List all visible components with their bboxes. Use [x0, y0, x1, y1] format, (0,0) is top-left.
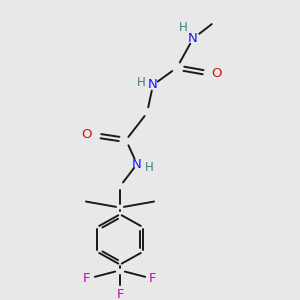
Text: H: H — [178, 22, 188, 34]
Text: F: F — [149, 272, 157, 285]
Text: O: O — [212, 67, 222, 80]
Text: F: F — [116, 288, 124, 300]
Text: H: H — [136, 76, 146, 88]
Text: N: N — [188, 32, 198, 45]
Text: N: N — [132, 158, 142, 171]
Text: O: O — [82, 128, 92, 141]
Text: H: H — [145, 160, 153, 173]
Text: N: N — [148, 79, 158, 92]
Text: F: F — [83, 272, 91, 285]
